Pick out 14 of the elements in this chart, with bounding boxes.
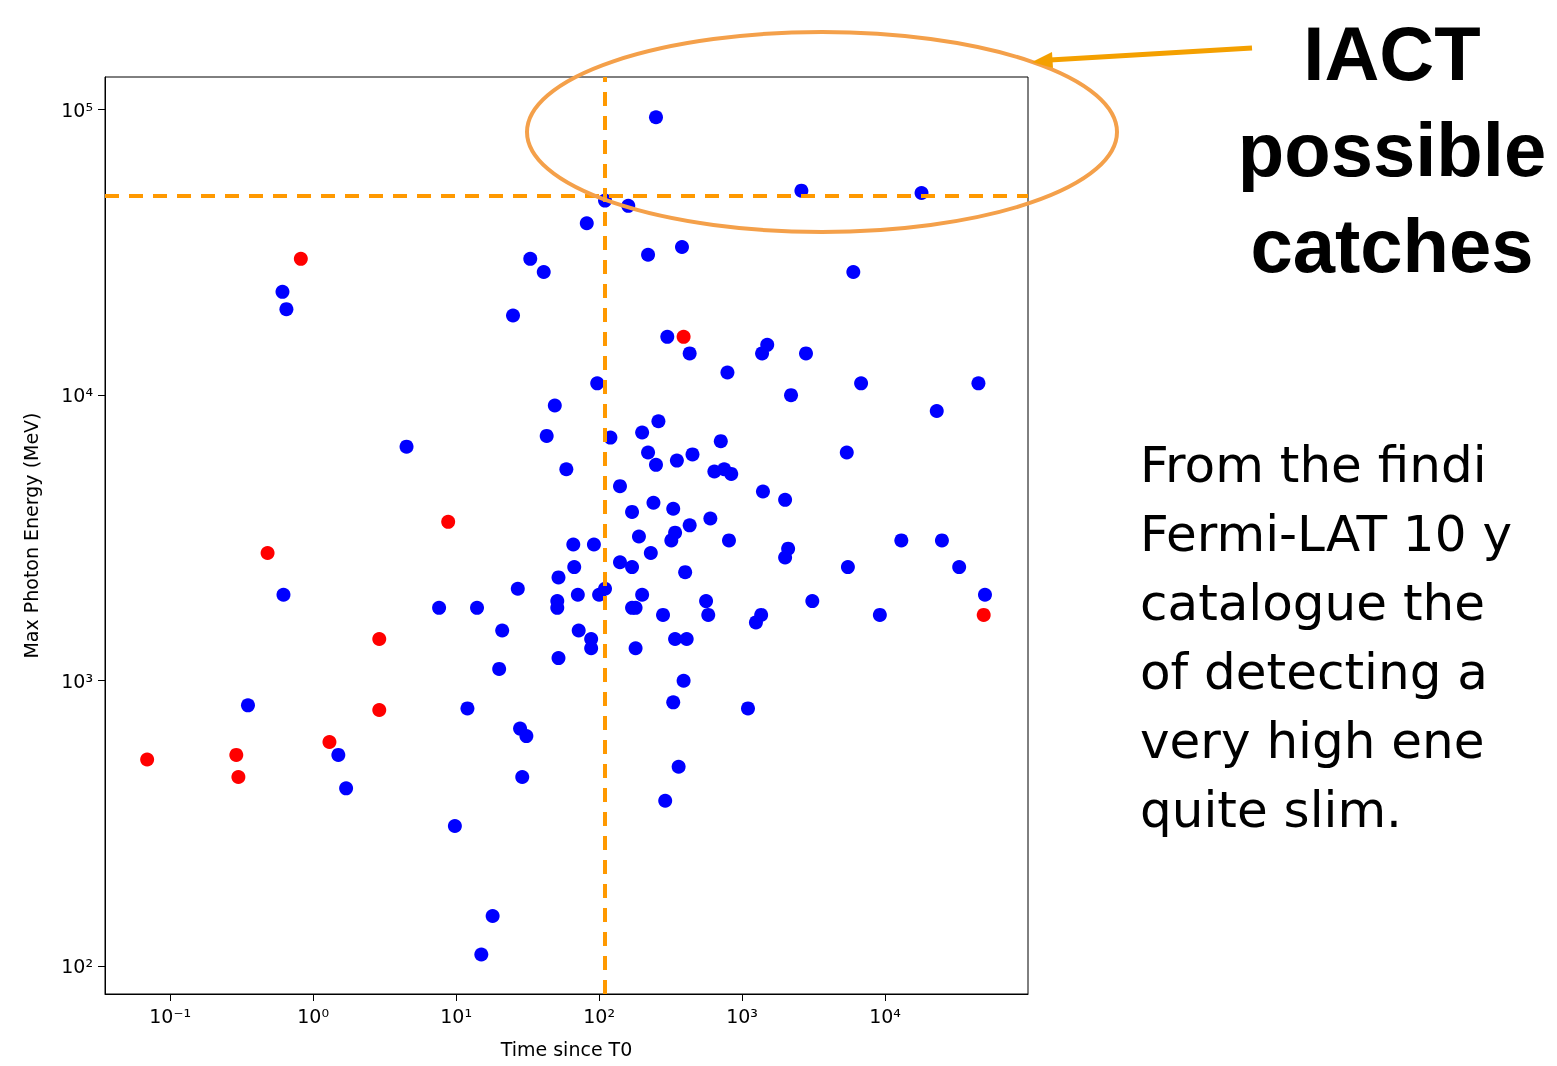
text: From the findi Fermi-LAT 10 y catalogue the of detecting a very high ene quite slim. <box>1140 435 1512 839</box>
x-tick-label: 10⁴ <box>869 1004 902 1027</box>
text: IACT possible catches <box>1237 10 1547 288</box>
y-tick-label: 10⁵ <box>61 98 93 121</box>
y-tick-label: 10² <box>61 955 93 978</box>
y-axis-title: Max Photon Energy (MeV) <box>19 412 42 659</box>
x-axis-title: Time since T0 <box>499 1037 633 1060</box>
x-tick-label: 10⁻¹ <box>149 1004 192 1027</box>
x-tick-label: 10³ <box>726 1004 758 1027</box>
x-tick-label: 10⁰ <box>297 1004 330 1027</box>
x-tick-label: 10² <box>583 1004 615 1027</box>
y-tick-label: 10⁴ <box>61 384 94 407</box>
x-tick-label: 10¹ <box>440 1004 473 1027</box>
y-tick-label: 10³ <box>61 669 93 692</box>
